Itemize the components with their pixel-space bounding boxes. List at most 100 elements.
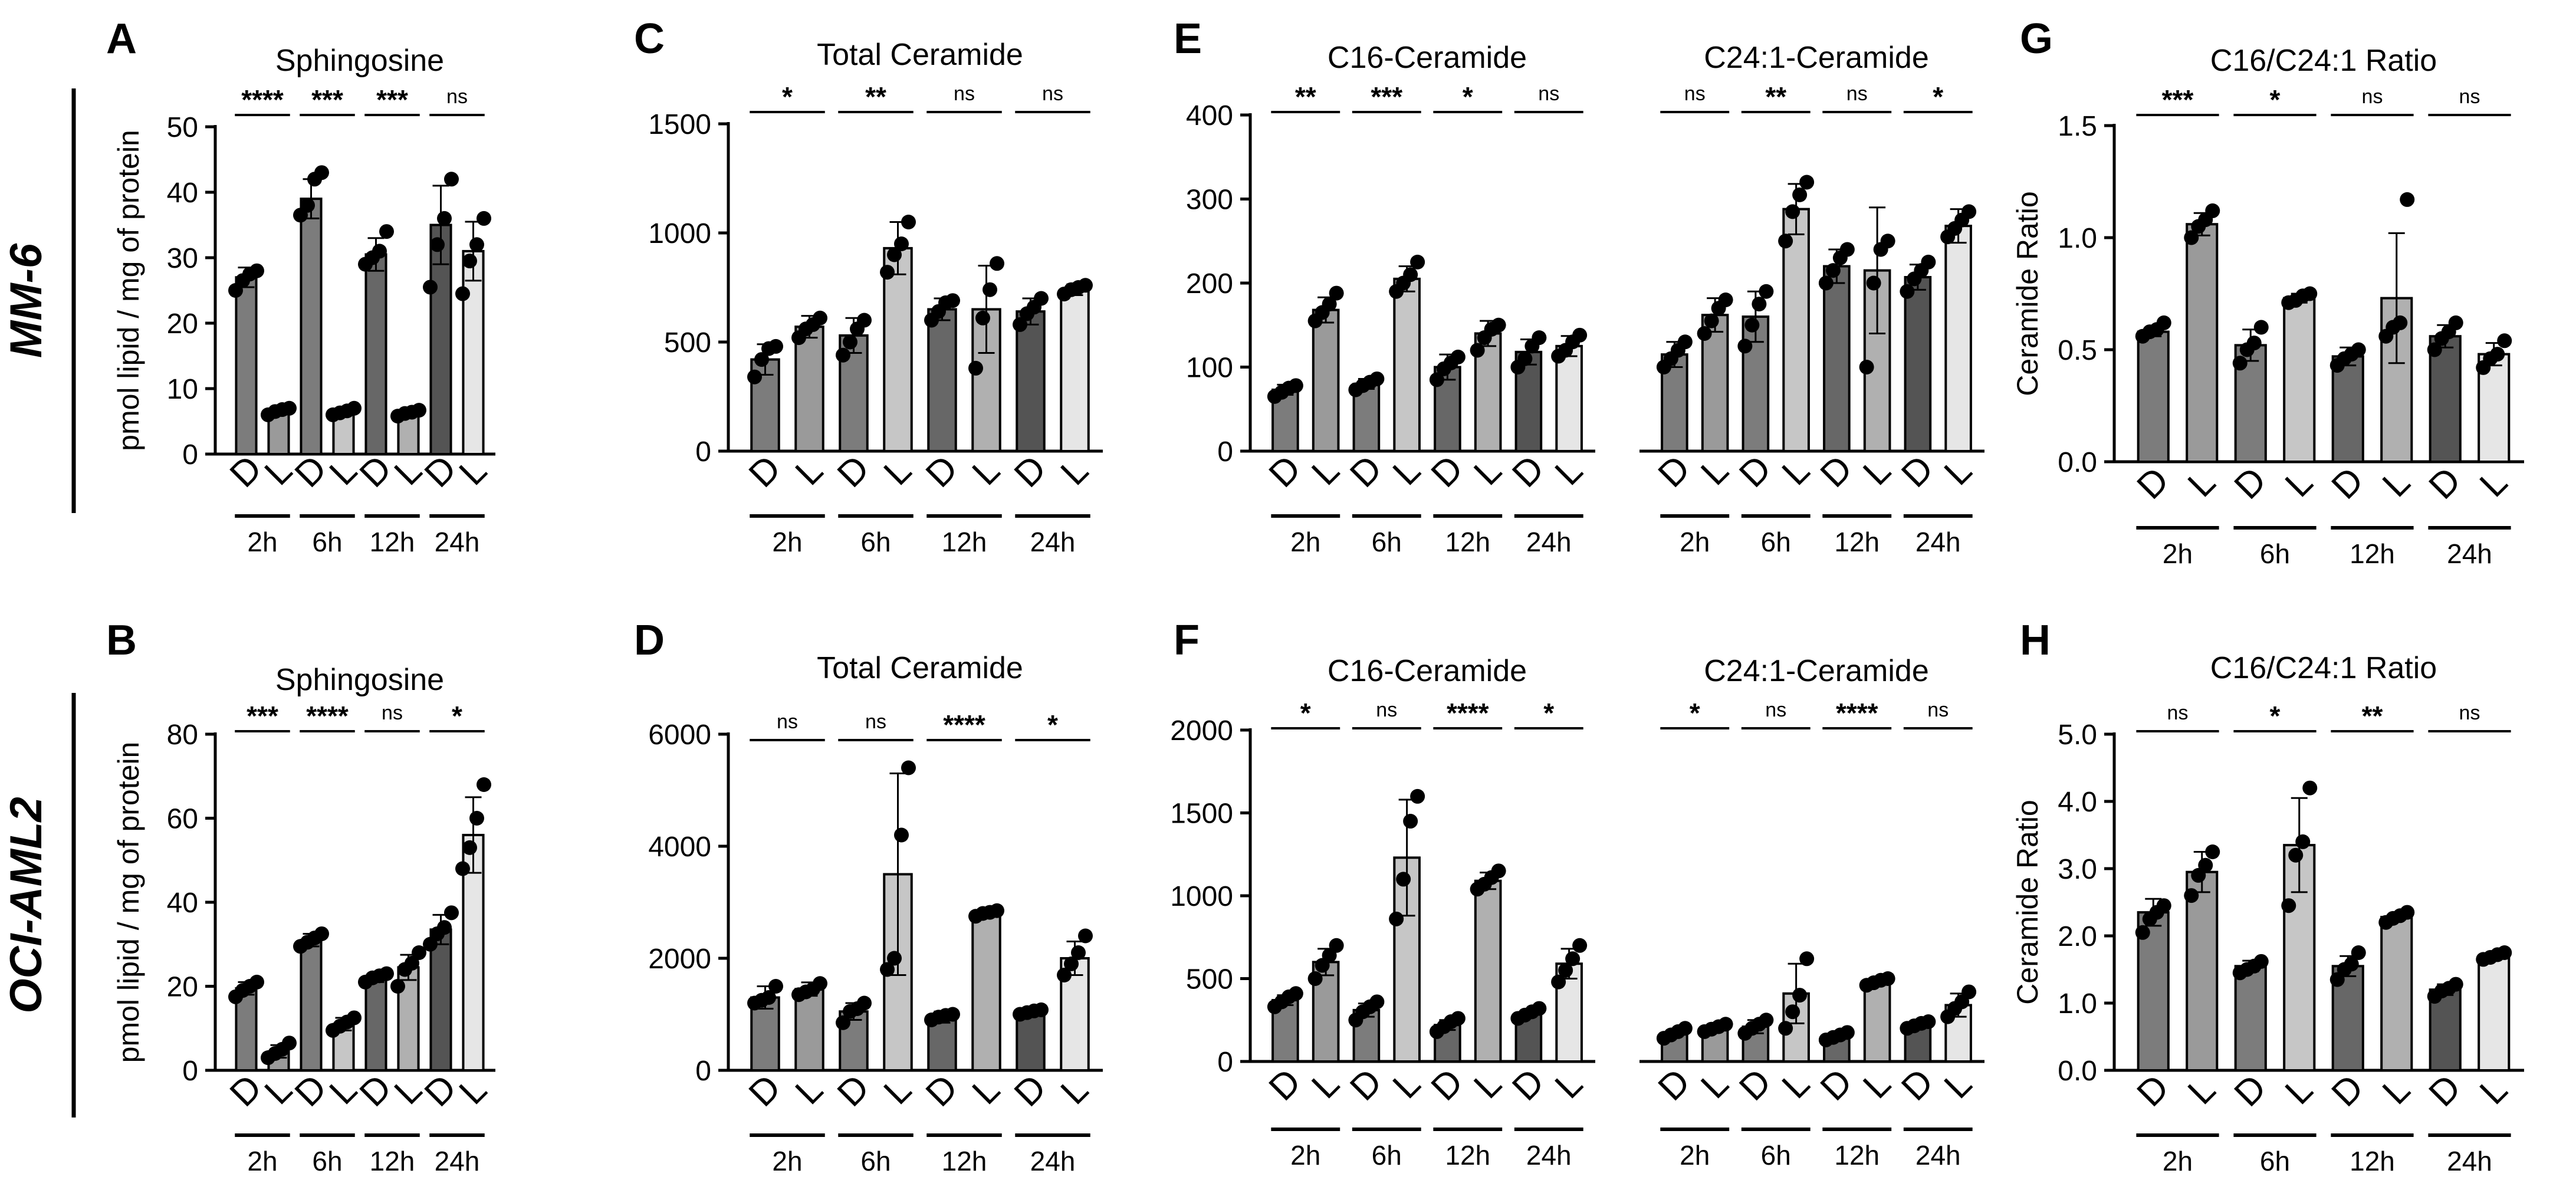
chart-g-point: [2184, 230, 2199, 245]
panel-letter-a: A: [106, 15, 137, 63]
chart-a-point: [372, 244, 387, 259]
chart-e-point: [1410, 254, 1425, 269]
chart-e-group-label: 2h: [1290, 527, 1320, 557]
chart-f-group-label: 2h: [1290, 1140, 1320, 1171]
chart-d-point: [880, 962, 895, 977]
chart-d-point: [894, 827, 909, 843]
chart-b-group-label: 24h: [435, 1146, 480, 1176]
chart-g-bar: [2331, 355, 2364, 464]
chart-f-point: [1389, 911, 1404, 926]
chart-f2-point: [1799, 951, 1815, 967]
chart-e2-x-tick-label: D: [1894, 448, 1941, 495]
chart-c-bar: [1016, 310, 1046, 453]
chart-a-sig-label: ***: [376, 84, 408, 115]
chart-c-group-label: 12h: [942, 527, 987, 557]
chart-f-x-tick-label: L: [1385, 1063, 1428, 1106]
chart-h-point: [2281, 898, 2296, 913]
chart-f: C16-Ceramide0500100015002000DLDLDLDL2h*6…: [1170, 654, 1595, 1171]
chart-d-y-tick-label: 2000: [648, 944, 711, 975]
chart-e2-group-label: 24h: [1915, 527, 1961, 557]
chart-h-x-tick-label: L: [2375, 1069, 2418, 1112]
chart-e2-title: C24:1-Ceramide: [1704, 41, 1929, 75]
chart-g-x-tick-label: L: [2180, 462, 2223, 505]
chart-f-point: [1396, 872, 1411, 887]
chart-b-point: [455, 861, 470, 876]
chart-h-y-label: Ceramide Ratio: [2011, 800, 2044, 1004]
chart-b-point: [379, 966, 394, 981]
chart-f2: C24:1-CeramideDLDLDLDL2h*6hns12h****24hn…: [1639, 654, 1984, 1171]
chart-f-point: [1329, 938, 1344, 953]
chart-d-x-tick-label: D: [1007, 1067, 1054, 1114]
chart-h-sig-label: ns: [2167, 702, 2189, 724]
chart-d-group-label: 12h: [942, 1146, 987, 1176]
chart-h-x-tick-label: D: [2421, 1067, 2469, 1114]
chart-e-point: [1429, 372, 1444, 387]
chart-c-group-label: 2h: [772, 527, 802, 557]
chart-c-point: [754, 352, 769, 367]
chart-f2-point: [1778, 1021, 1793, 1036]
chart-e2-point: [1900, 284, 1915, 299]
chart-h-point: [2344, 957, 2359, 972]
chart-f-x-tick-label: L: [1466, 1063, 1509, 1106]
chart-f2-point: [1785, 1004, 1800, 1020]
chart-d-x-tick-label: L: [965, 1069, 1008, 1112]
chart-c: Total Ceramide050010001500DLDLDLDL2h*6h*…: [648, 38, 1103, 557]
chart-g-sig-label: ***: [2162, 84, 2194, 115]
chart-b-y-tick-label: 40: [167, 888, 198, 919]
chart-b-bar: [397, 966, 420, 1071]
chart-f2-x-tick-label: L: [1693, 1063, 1736, 1106]
chart-b-y-tick-label: 20: [167, 972, 198, 1003]
chart-e2-sig-label: *: [1933, 81, 1943, 112]
chart-g-sig-label: ns: [2362, 86, 2383, 108]
chart-e-point: [1532, 330, 1547, 346]
chart-h-bar: [2478, 955, 2511, 1071]
chart-d-x-tick-label: D: [830, 1067, 877, 1114]
chart-e2-x-tick-label: L: [1937, 450, 1980, 493]
chart-h-point: [2400, 905, 2415, 920]
chart-d-bar: [971, 912, 1001, 1071]
chart-g-group-label: 2h: [2163, 538, 2193, 569]
chart-f-point: [1410, 788, 1425, 804]
chart-e2-point: [1759, 284, 1774, 299]
chart-e-sig-label: ***: [1371, 81, 1402, 112]
chart-c-x-tick-label: L: [965, 450, 1008, 493]
chart-b-y-label: pmol lipid / mg of protein: [112, 742, 145, 1063]
chart-e2-point: [1818, 275, 1834, 291]
chart-e-y-tick-label: 0: [1217, 436, 1233, 468]
chart-f2-point: [1839, 1025, 1855, 1040]
chart-c-point: [857, 313, 872, 328]
chart-d-x-tick-label: D: [918, 1067, 965, 1114]
chart-f2-point: [1921, 1014, 1936, 1030]
chart-b-group-label: 12h: [370, 1146, 415, 1176]
chart-h-point: [2184, 888, 2199, 903]
chart-e2-point: [1921, 254, 1936, 269]
chart-b-point: [423, 936, 438, 952]
chart-d-group-label: 24h: [1030, 1146, 1076, 1176]
chart-f2-group-label: 2h: [1680, 1140, 1710, 1171]
chart-g-point: [2253, 320, 2269, 335]
chart-h-x-tick-label: L: [2278, 1069, 2321, 1112]
chart-b-point: [405, 955, 419, 971]
chart-e2-point: [1866, 275, 1881, 291]
chart-g-group-label: 12h: [2350, 538, 2395, 569]
chart-e-bar: [1555, 344, 1583, 452]
chart-e-y-tick-label: 400: [1186, 100, 1233, 132]
chart-h-group-label: 6h: [2260, 1146, 2290, 1176]
chart-f2-x-tick-label: L: [1775, 1063, 1818, 1106]
chart-b-point: [462, 840, 477, 855]
chart-f-sig-label: *: [1300, 698, 1311, 728]
chart-a: Sphingosine 0 10 20 30 40 50 pmol lipid / mg of…: [112, 44, 495, 557]
chart-e2-point: [1785, 204, 1800, 219]
chart-a-point: [282, 400, 297, 416]
chart-g-sig-label: *: [2270, 84, 2281, 115]
chart-h-point: [2497, 945, 2512, 960]
chart-b: Sphingosine 0 20 40 60 80 pmol lipid / mg of p…: [112, 663, 495, 1176]
chart-d-group-label: 6h: [860, 1146, 891, 1176]
chart-e2-point: [1718, 292, 1733, 307]
chart-d-point: [768, 979, 783, 994]
chart-a-point: [469, 237, 484, 252]
chart-d-y-tick-label: 4000: [648, 831, 711, 863]
chart-a-point: [249, 263, 264, 278]
chart-b-point: [412, 945, 426, 960]
chart-e2-point: [1880, 234, 1895, 249]
